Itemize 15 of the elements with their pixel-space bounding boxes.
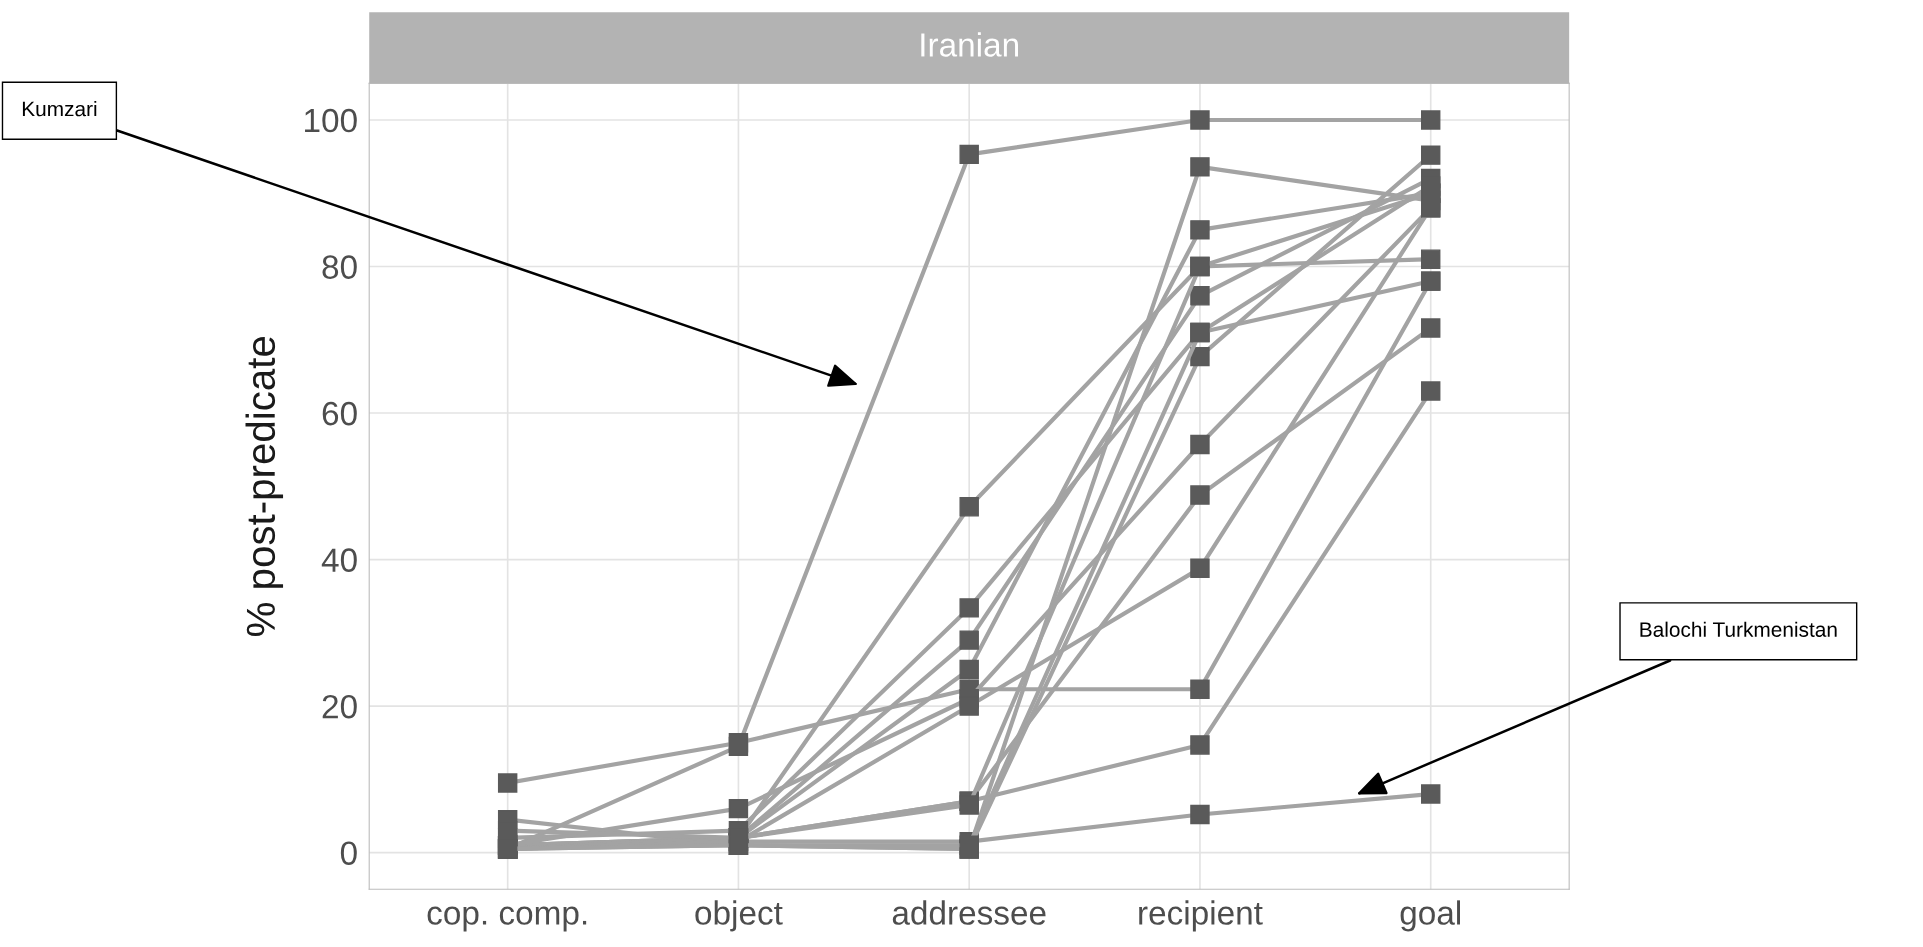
y-tick-label: 100 xyxy=(305,108,357,133)
y-tick-label: 20 xyxy=(322,694,357,719)
text: Balochi Turkmenistan xyxy=(1640,621,1837,637)
y-tick-label: 80 xyxy=(322,255,357,279)
y-tick-label: 40 xyxy=(321,548,357,572)
x-tick-label: recipient xyxy=(1139,900,1263,932)
chart-title: Iranian xyxy=(921,32,1018,57)
x-tick-label: addressee xyxy=(892,900,1046,925)
y-tick-label: 60 xyxy=(322,401,357,426)
x-tick-label: object xyxy=(695,900,783,932)
y-tick-label: 0 xyxy=(340,841,357,866)
text: Kumzari xyxy=(22,101,97,117)
x-tick-label: cop. comp. xyxy=(427,906,587,932)
x-tick-label: goal xyxy=(1400,900,1460,932)
y-axis-title: % post-predicate xyxy=(245,336,284,636)
